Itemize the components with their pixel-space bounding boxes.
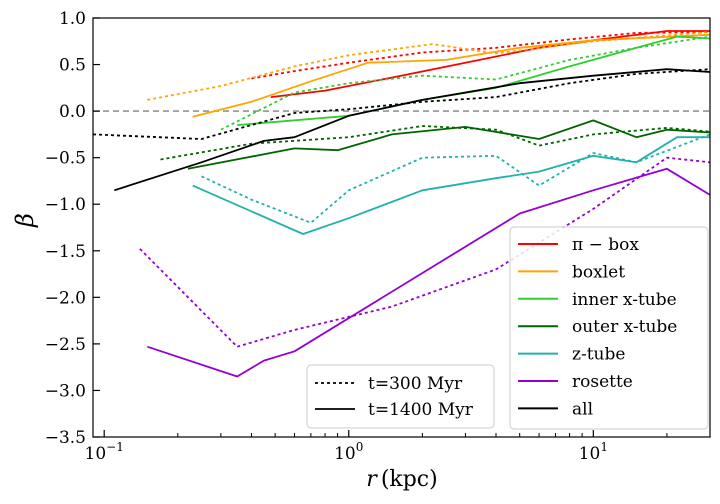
- x-tick-label: 10−1: [85, 440, 124, 464]
- series-5-t1400-line: [147, 167, 711, 378]
- series-4-t1400-line: [192, 136, 710, 235]
- series-legend-box: [509, 226, 709, 430]
- series-3-t300-line: [160, 125, 711, 161]
- y-tick-label: −2.5: [45, 335, 86, 355]
- series-legend-label: all: [572, 399, 593, 419]
- plot-frame: [92, 17, 711, 438]
- series-legend-entries: π − box boxlet inner x-tube outer x-tube z-t…: [518, 235, 677, 419]
- y-tick-label: 0.5: [59, 56, 86, 76]
- time-legend-label: t=1400 Myr: [368, 400, 474, 420]
- y-tick-label: −3.5: [45, 428, 86, 448]
- y-axis-label: β: [11, 213, 39, 228]
- series-legend: π − box boxlet inner x-tube outer x-tube z-t…: [509, 226, 709, 430]
- series-layer: [92, 30, 711, 378]
- y-axis-label-text: β: [11, 213, 39, 228]
- series-legend-label: boxlet: [572, 262, 625, 282]
- x-axis-label-var: r: [366, 467, 378, 492]
- series-0-t1400-line: [270, 30, 710, 98]
- series-1-t300-line: [147, 31, 711, 101]
- y-tick-label: −1.5: [45, 242, 86, 262]
- series-2-t300-line: [220, 35, 711, 131]
- series-legend-label: inner x-tube: [572, 290, 677, 310]
- x-axis-label: r (kpc): [366, 467, 437, 492]
- y-tick-label: −3.0: [45, 381, 86, 401]
- series-legend-label: outer x-tube: [572, 317, 677, 337]
- series-legend-label: z-tube: [572, 345, 625, 365]
- y-tick-label: −2.0: [45, 288, 86, 308]
- x-axis-label-unit: (kpc): [381, 467, 438, 492]
- series-legend-label: rosette: [572, 372, 633, 392]
- time-legend-box: [306, 364, 495, 429]
- time-legend: t=300 Myr t=1400 Myr: [306, 364, 495, 429]
- y-tick-label: 0.0: [59, 102, 86, 122]
- x-tick-label: 100: [334, 440, 363, 464]
- time-legend-entries: t=300 Myr t=1400 Myr: [315, 374, 474, 420]
- y-tick-label: −1.0: [45, 195, 86, 215]
- series-3-t1400-line: [187, 119, 711, 170]
- series-6-t1400-line: [114, 68, 711, 192]
- time-legend-label: t=300 Myr: [368, 374, 463, 394]
- x-tick-label: 101: [579, 440, 608, 464]
- series-1-t1400-line: [192, 33, 711, 118]
- series-legend-label: π − box: [572, 235, 639, 255]
- y-tick-label: 1.0: [59, 9, 86, 29]
- series-6-t300-line: [92, 68, 711, 140]
- axis-ticks: 1.0 0.5 0.0 −0.5 −1.0 −1.5 −2.0 −2.5 −3.0 −3.510−…: [45, 9, 668, 464]
- y-tick-label: −0.5: [45, 149, 86, 169]
